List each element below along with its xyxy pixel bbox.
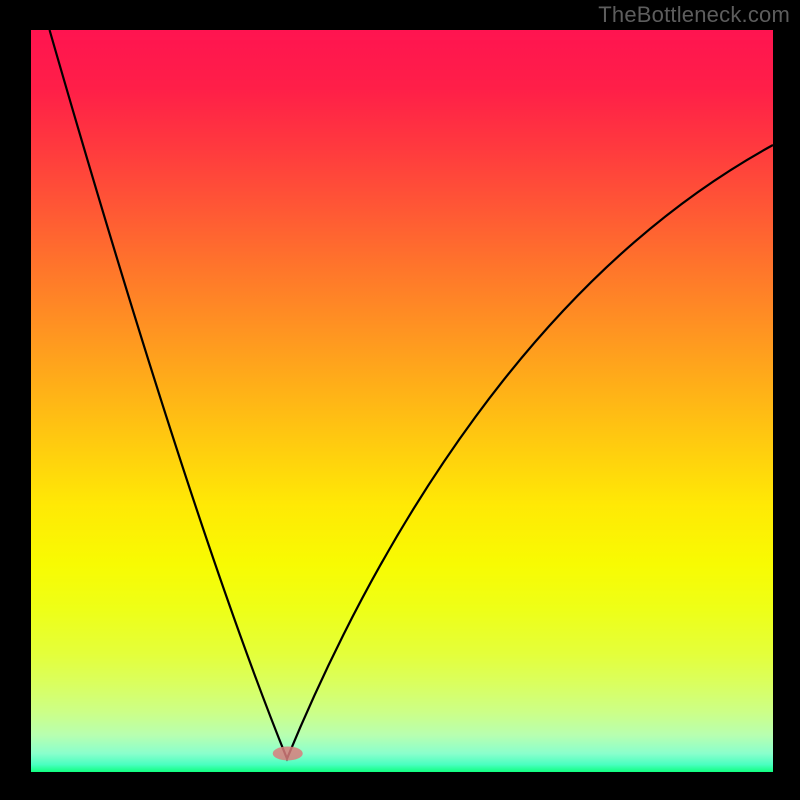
watermark-text: TheBottleneck.com <box>598 2 790 28</box>
chart-container: TheBottleneck.com <box>0 0 800 800</box>
optimal-marker <box>273 746 303 760</box>
plot-background <box>31 30 773 772</box>
bottleneck-chart <box>0 0 800 800</box>
